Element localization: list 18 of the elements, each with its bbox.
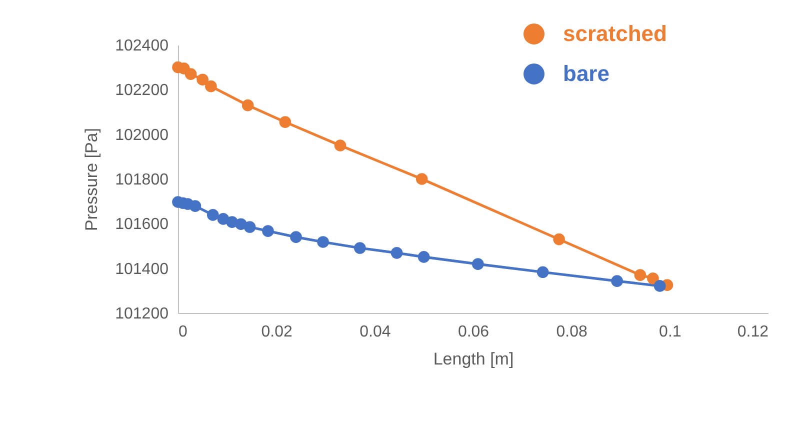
legend-label: scratched xyxy=(563,21,667,46)
x-axis-title: Length [m] xyxy=(433,350,514,368)
x-tick-label: 0.1 xyxy=(659,324,682,340)
y-tick-label: 101800 xyxy=(115,172,169,188)
y-tick-label: 101400 xyxy=(115,260,169,278)
x-tick-label: 0.02 xyxy=(261,324,293,340)
y-tick-label: 102000 xyxy=(115,126,169,144)
legend-label: bare xyxy=(563,61,610,86)
x-tick-label: 0.08 xyxy=(556,324,588,340)
x-tick-label: 0.04 xyxy=(360,324,391,340)
y-tick-label: 101200 xyxy=(115,306,169,322)
y-tick-label: 101600 xyxy=(115,216,169,234)
y-axis-title: Pressure [Pa] xyxy=(82,128,102,231)
x-tick-label: 0 xyxy=(178,324,188,340)
y-tick-label: 102200 xyxy=(115,82,169,100)
x-tick-label: 0.12 xyxy=(737,324,769,340)
y-tick-label: 102400 xyxy=(115,38,169,54)
x-tick-label: 0.06 xyxy=(458,324,490,340)
